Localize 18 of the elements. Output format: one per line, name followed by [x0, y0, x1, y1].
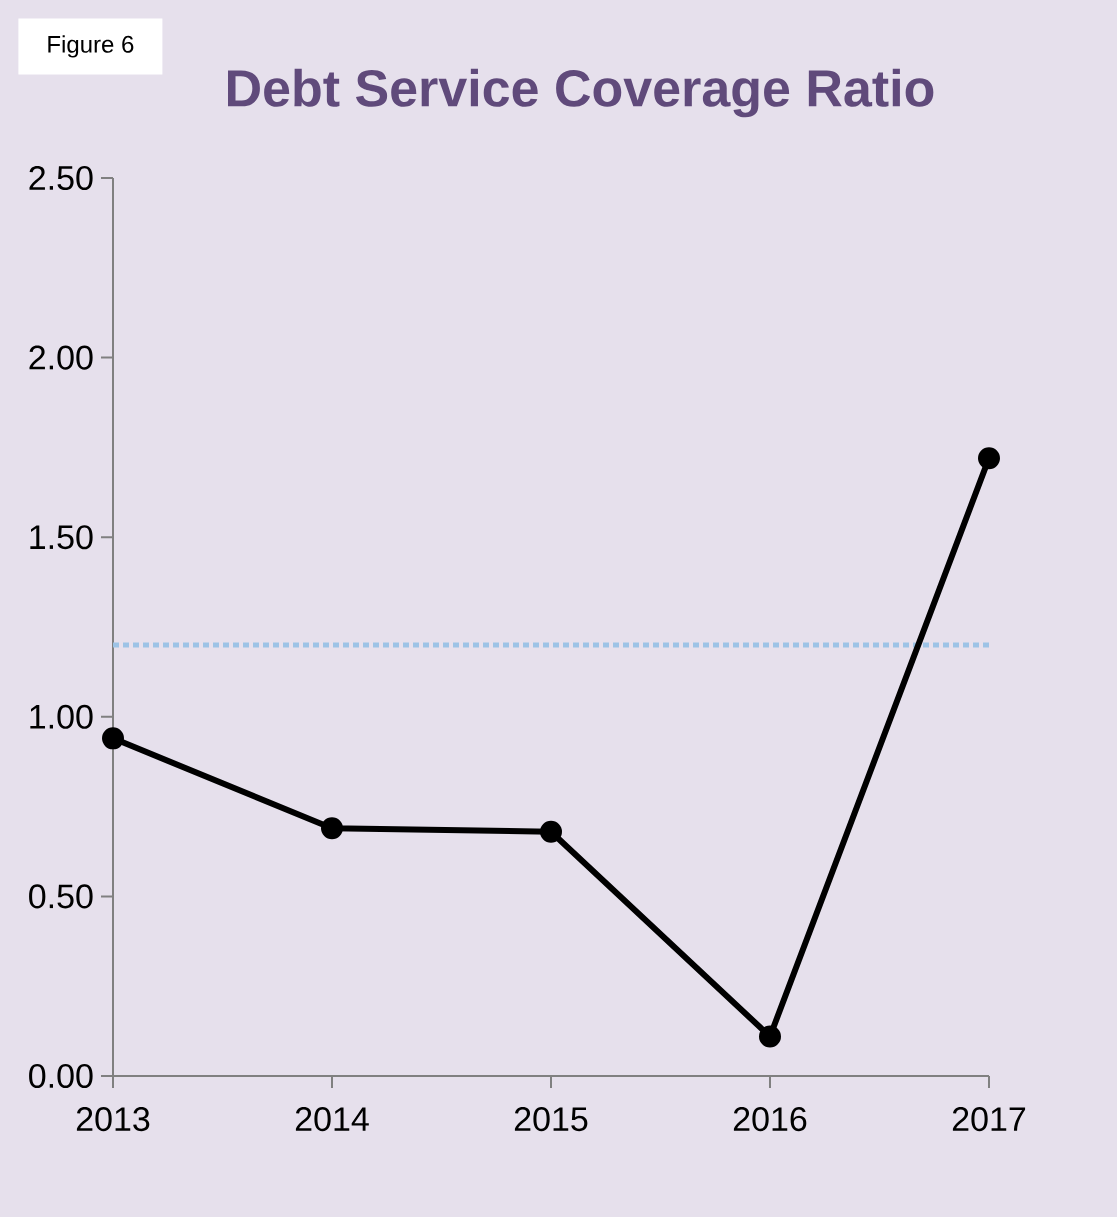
point	[977, 447, 1000, 470]
point	[321, 817, 343, 840]
y-tick-label: 2.00	[29, 345, 93, 370]
point	[539, 820, 562, 843]
x-tick-label: 2016	[733, 1107, 807, 1132]
point	[102, 727, 124, 750]
y-tick-label: 0.00	[29, 1063, 93, 1089]
x-tick-label: 2017	[952, 1107, 1026, 1132]
x-tick-label: 2015	[514, 1107, 588, 1132]
caption: Figure 6	[48, 35, 134, 58]
chart-title: Debt Service Coverage Ratio	[228, 68, 934, 118]
point	[759, 1025, 781, 1048]
x-tick-label: 2014	[295, 1107, 369, 1132]
y-tick-label: 2.50	[29, 165, 93, 191]
x-tick-label: 2013	[76, 1107, 150, 1132]
y-tick-label: 0.50	[29, 884, 93, 909]
y-tick-label: 1.50	[30, 525, 93, 550]
y-tick-label: 1.00	[30, 704, 93, 729]
